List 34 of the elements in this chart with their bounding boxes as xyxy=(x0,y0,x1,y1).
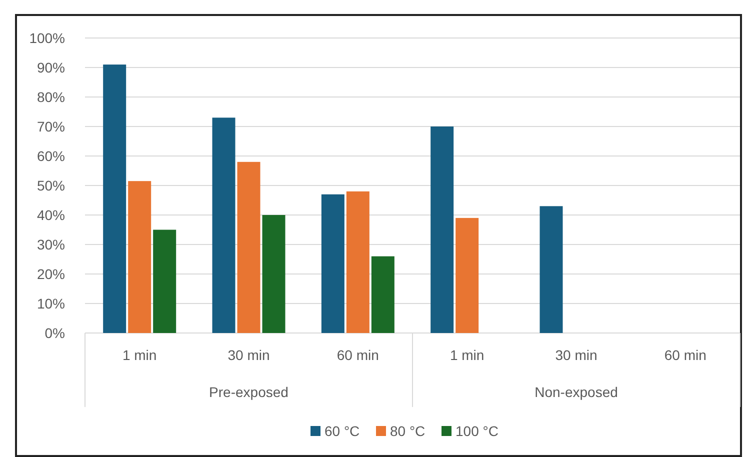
text: Pre-exposed xyxy=(209,384,288,400)
y-tick-label: 0% xyxy=(44,325,65,341)
y-tick-label: 10% xyxy=(36,296,65,312)
x-tick-label: 30 min xyxy=(555,347,598,363)
y-tick-label: 90% xyxy=(36,60,65,76)
y-tick-label: 80% xyxy=(36,89,65,105)
bar xyxy=(212,118,236,333)
bar xyxy=(430,126,454,333)
y-tick-label: 100% xyxy=(29,30,65,46)
legend-label: 80 °C xyxy=(390,423,426,439)
bar xyxy=(262,215,286,333)
bar xyxy=(540,206,563,333)
y-tick-label: 30% xyxy=(36,236,65,252)
x-tick-label: 1 min xyxy=(122,347,157,363)
bar xyxy=(456,218,479,333)
x-tick-label: 30 min xyxy=(228,347,270,363)
y-tick-label: 40% xyxy=(36,207,65,223)
bar xyxy=(153,230,176,333)
y-tick-label: 20% xyxy=(36,266,65,282)
x-tick-label: 1 min xyxy=(450,347,484,363)
x-tick-label: 60 min xyxy=(336,347,379,363)
y-tick-label: 50% xyxy=(36,178,65,194)
bar xyxy=(237,162,260,333)
y-tick-label: 70% xyxy=(36,118,65,134)
y-tick-label: 60% xyxy=(36,148,65,164)
bar xyxy=(321,194,344,333)
legend-label: 100 °C xyxy=(456,423,498,439)
bar xyxy=(128,181,152,333)
text: Non-exposed xyxy=(534,384,618,400)
bar xyxy=(103,64,126,333)
bar xyxy=(346,191,370,333)
legend-label: 60 °C xyxy=(324,423,360,439)
x-tick-label: 60 min xyxy=(664,347,706,363)
bar xyxy=(371,256,394,333)
